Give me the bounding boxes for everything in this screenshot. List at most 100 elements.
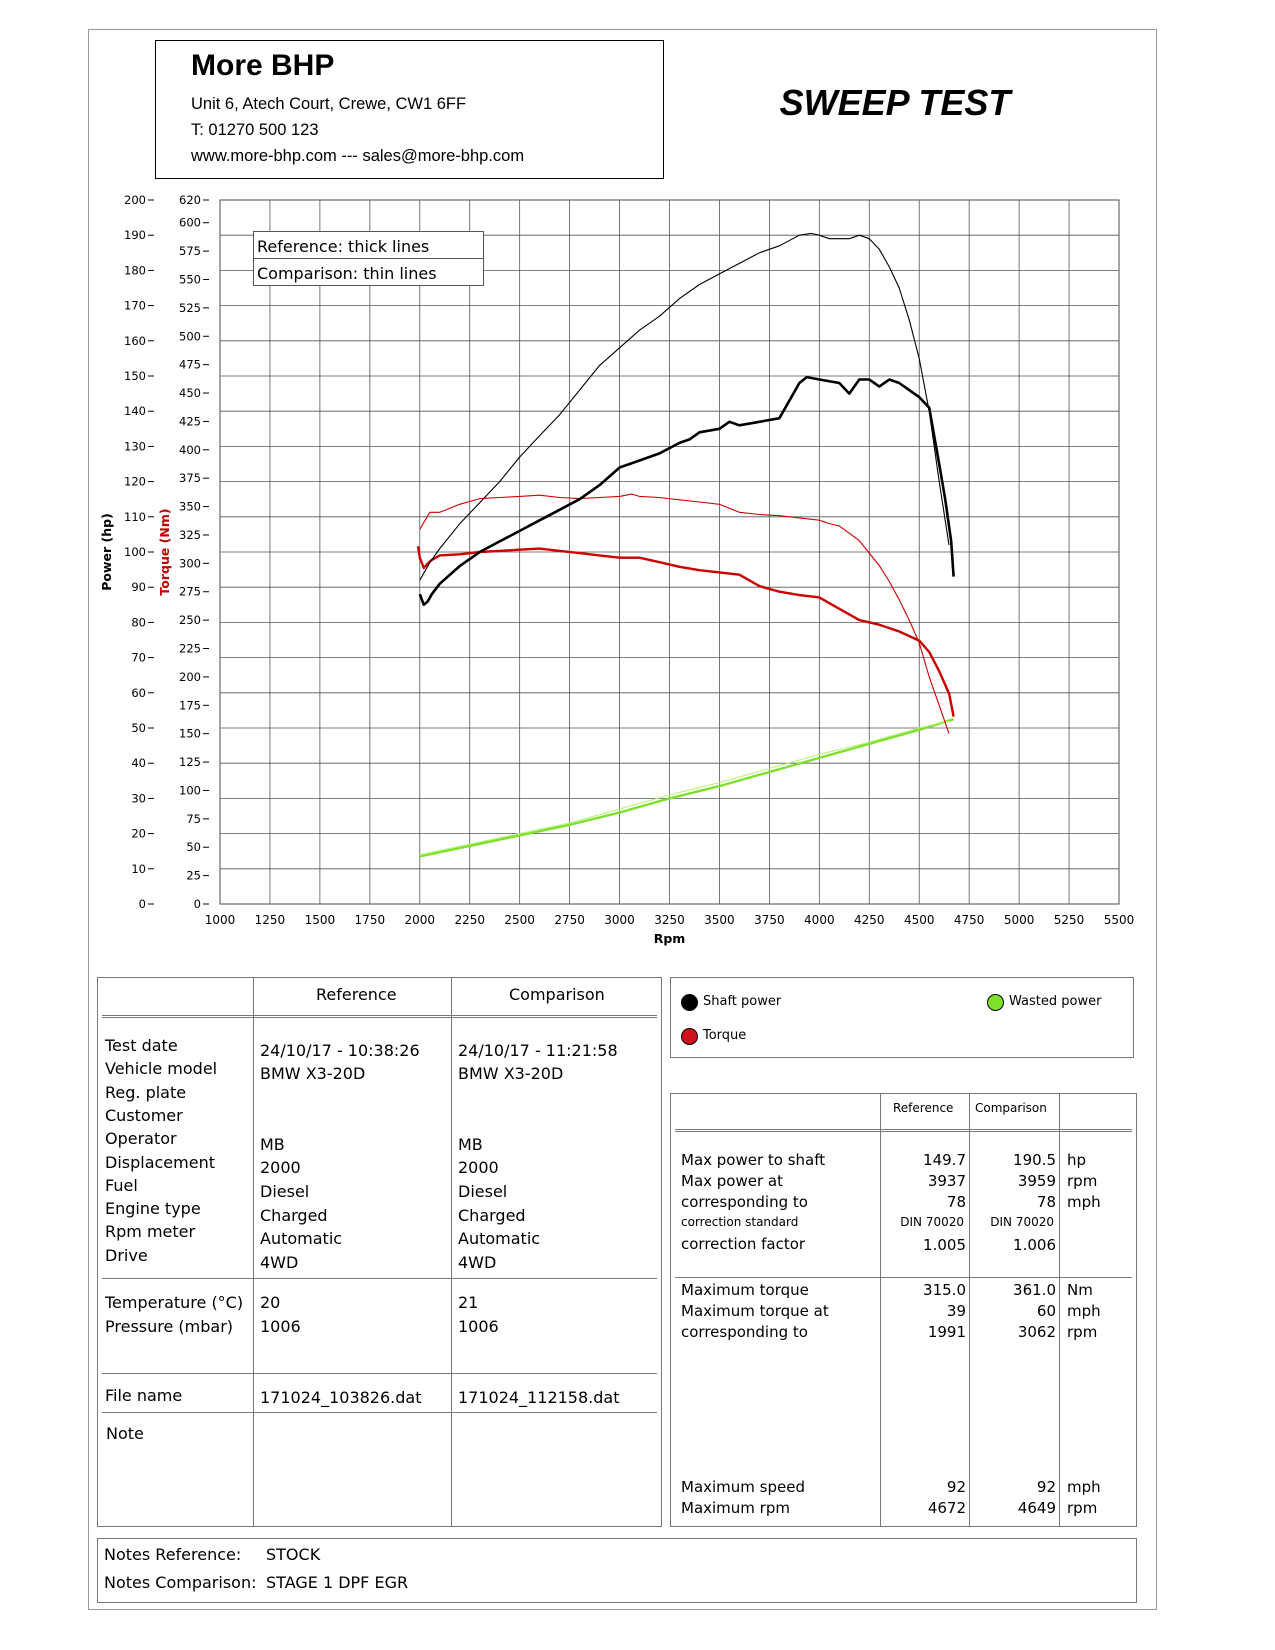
env-row-reference: 20 [260, 1293, 281, 1312]
result-unit: mph [1067, 1478, 1101, 1496]
correction-factor-comparison: 1.006 [1013, 1236, 1056, 1254]
env-row-label: Pressure (mbar) [105, 1317, 234, 1336]
chart-labels: 1000 1250 1500 1750 2000 2250 2500 2750 3000 3250… [99, 193, 1134, 946]
info-row-reference: Diesel [260, 1182, 310, 1201]
torque-tick-label: 0 [194, 897, 201, 911]
result-label: Maximum speed [681, 1478, 805, 1496]
notes-panel: Notes Reference: STOCK Notes Comparison:… [97, 1538, 1137, 1603]
company-web: www.more-bhp.com --- sales@more-bhp.com [191, 147, 525, 165]
x-tick-label: 5250 [1054, 913, 1085, 927]
results-col-reference: Reference [893, 1101, 954, 1115]
file-name-comparison: 171024_112158.dat [458, 1388, 620, 1407]
results-table: Reference Comparison Max power to shaft 1… [670, 1093, 1137, 1527]
torque-tick-label: 450 [179, 386, 201, 400]
info-row-label: Fuel [105, 1175, 138, 1195]
power-tick-label: 190 [124, 228, 146, 242]
result-unit: hp [1067, 1151, 1087, 1169]
legend-reference-text: Reference: thick lines [257, 237, 430, 256]
x-tick-label: 1750 [355, 913, 386, 927]
info-row-comparison: Automatic [458, 1229, 541, 1248]
result-comparison: 3959 [1017, 1172, 1056, 1190]
company-phone: T: 01270 500 123 [191, 121, 319, 139]
torque-tick-label: 550 [179, 272, 201, 286]
file-name-reference: 171024_103826.dat [260, 1388, 422, 1407]
page-title: SWEEP TEST [779, 82, 1011, 123]
power-tick-label: 50 [131, 721, 146, 735]
legend-comparison-text: Comparison: thin lines [257, 264, 437, 283]
shaft-power-thick-line [418, 375, 955, 607]
info-row-label: Test date [105, 1036, 178, 1055]
wasted-power-thick-line [419, 718, 954, 858]
torque-tick-label: 275 [179, 585, 201, 599]
torque-tick-label: 375 [179, 471, 201, 485]
info-table: Reference Comparison Test date 24/10/17 -… [97, 977, 662, 1527]
result-label: Maximum rpm [681, 1499, 790, 1517]
power-tick-label: 20 [131, 827, 146, 841]
power-tick-label: 150 [124, 369, 146, 383]
notes-comparison-label: Notes Comparison: [104, 1573, 257, 1592]
results-col-comparison: Comparison [975, 1101, 1047, 1115]
result-reference: 1991 [927, 1323, 966, 1341]
result-reference: 3937 [927, 1172, 966, 1190]
result-unit: rpm [1067, 1323, 1098, 1341]
torque-tick-label: 620 [179, 193, 201, 207]
x-tick-label: 3000 [604, 913, 635, 927]
torque-tick-label: 100 [179, 783, 201, 797]
result-reference: 315.0 [923, 1281, 966, 1299]
legend-shaft-power: Shaft power [703, 994, 782, 1009]
result-reference: 39 [946, 1302, 966, 1320]
result-unit: mph [1067, 1302, 1101, 1320]
wasted-power-thin-line [419, 720, 950, 856]
report-sheet [88, 29, 1157, 1610]
info-row-comparison: 4WD [458, 1253, 497, 1272]
info-row-reference: BMW X3-20D [260, 1064, 366, 1083]
power-tick-label: 70 [131, 651, 146, 665]
torque-tick-label: 50 [186, 840, 201, 854]
note-label: Note [106, 1424, 144, 1443]
result-label: Maximum torque at [681, 1302, 829, 1320]
torque-axis-title: Torque (Nm) [157, 508, 172, 595]
result-reference: 78 [946, 1193, 966, 1211]
legend-torque: Torque [703, 1028, 747, 1043]
info-row-reference: Charged [260, 1206, 328, 1225]
x-tick-label: 3250 [654, 913, 685, 927]
chart-axes [148, 199, 209, 905]
info-row-reference: Automatic [260, 1229, 343, 1248]
result-comparison: 92 [1036, 1478, 1056, 1496]
power-tick-label: 130 [124, 439, 146, 453]
torque-tick-label: 225 [179, 642, 201, 656]
power-tick-label: 10 [131, 862, 146, 876]
torque-tick-label: 425 [179, 414, 201, 428]
torque-tick-label: 500 [179, 329, 201, 343]
info-row-comparison: Charged [458, 1206, 526, 1225]
company-name: More BHP [191, 49, 335, 82]
result-reference: 4672 [927, 1499, 966, 1517]
power-tick-label: 120 [124, 475, 146, 489]
env-row-comparison: 1006 [458, 1317, 499, 1336]
x-tick-label: 1500 [305, 913, 336, 927]
result-label: corresponding to [681, 1193, 808, 1211]
torque-thin-line [419, 493, 950, 734]
torque-tick-label: 250 [179, 613, 201, 627]
torque-tick-label: 200 [179, 670, 201, 684]
env-row-comparison: 21 [458, 1293, 479, 1312]
result-reference: 92 [946, 1478, 966, 1496]
result-unit: mph [1067, 1193, 1101, 1211]
shaft-power-thin-line [419, 232, 950, 581]
notes-comparison-value: STAGE 1 DPF EGR [266, 1573, 409, 1592]
x-tick-label: 5000 [1004, 913, 1035, 927]
result-comparison: 4649 [1017, 1499, 1056, 1517]
power-tick-label: 200 [124, 193, 146, 207]
info-row-comparison: MB [458, 1135, 483, 1154]
env-row-reference: 1006 [260, 1317, 301, 1336]
info-row-reference: MB [260, 1135, 285, 1154]
info-row-comparison: BMW X3-20D [458, 1064, 564, 1083]
file-name-label: File name [105, 1386, 183, 1405]
x-tick-label: 2250 [454, 913, 485, 927]
legend-wasted-power: Wasted power [1009, 994, 1102, 1009]
correction-factor-label: correction factor [681, 1235, 806, 1253]
correction-standard-label: correction standard [681, 1215, 799, 1229]
x-tick-label: 1250 [255, 913, 286, 927]
info-row-label: Operator [105, 1129, 177, 1149]
info-row-label: Drive [105, 1245, 148, 1265]
